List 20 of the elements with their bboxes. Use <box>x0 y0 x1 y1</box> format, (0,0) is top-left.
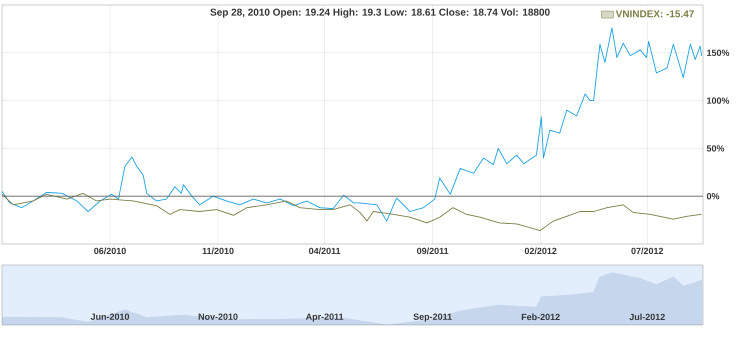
line-series <box>2 192 702 232</box>
x-tick-label: Jun-2010 <box>90 314 130 320</box>
x-tick-label: 06/2010 <box>94 248 126 254</box>
x-tick-label: 07/2012 <box>631 248 664 254</box>
y-tick-label: 150% <box>707 50 730 56</box>
x-tick-label: Jul-2012 <box>629 314 665 320</box>
x-tick-label: 02/2012 <box>524 248 556 254</box>
line-series <box>2 27 702 222</box>
annotation: Sep 28, 2010 Open: 19.24 High: 19.3 Low: 18.61 Close: 18.74 Vol: 18800 <box>210 8 550 18</box>
x-tick-label: Feb-2012 <box>522 314 560 320</box>
x-tick-label: Sep-2011 <box>413 314 452 322</box>
y-tick-label: 50% <box>706 145 724 152</box>
x-tick-label: 09/2011 <box>417 248 448 254</box>
y-tick-label: 100% <box>707 97 730 104</box>
y-tick-label: 0% <box>706 193 720 200</box>
legend-label: VNINDEX: -15.47 <box>616 10 694 18</box>
x-tick-label: Apr-2011 <box>306 314 344 322</box>
x-tick-label: Nov-2010 <box>198 314 238 320</box>
x-tick-label: 04/2011 <box>309 248 340 254</box>
x-tick-label: 11/2010 <box>202 248 234 254</box>
